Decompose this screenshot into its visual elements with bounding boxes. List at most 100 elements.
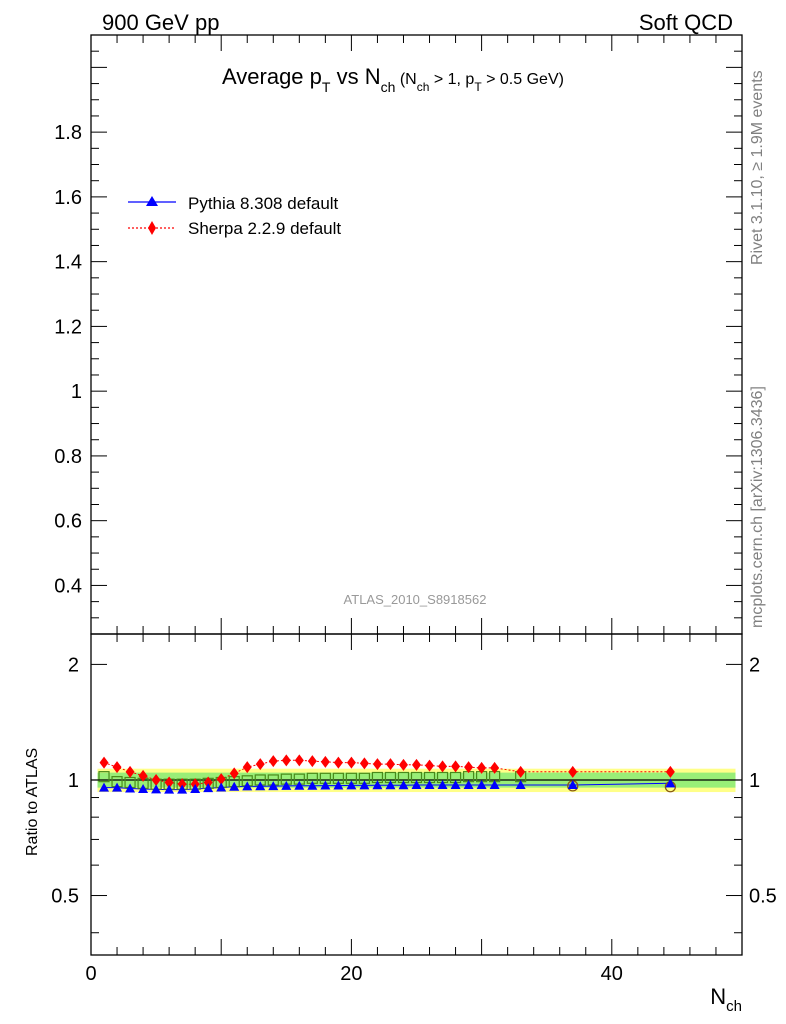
pythia-point	[112, 782, 123, 792]
pythia-point	[372, 780, 383, 790]
x-axis-title-main: N	[710, 984, 726, 1009]
pythia-point	[294, 780, 305, 790]
sherpa-point	[438, 760, 448, 773]
pythia-point	[138, 784, 149, 794]
pythia-point	[398, 780, 409, 790]
pythia-point	[489, 780, 500, 790]
pythia-point	[515, 780, 526, 790]
sherpa-point	[125, 765, 135, 778]
legend-sherpa-label: Sherpa 2.2.9 default	[188, 219, 341, 238]
ratio-data-marks	[98, 754, 677, 794]
sherpa-point	[216, 773, 226, 786]
pythia-point	[567, 780, 578, 790]
x-tick-label: 20	[340, 963, 362, 985]
y-axis-title-ratio: Ratio to ATLAS	[24, 748, 41, 856]
sherpa-point	[346, 756, 356, 769]
pythia-point	[268, 781, 279, 791]
ratio-panel-frame	[90, 633, 743, 956]
sherpa-point	[151, 773, 161, 786]
sherpa-point	[665, 765, 675, 778]
pythia-point	[333, 780, 344, 790]
pythia-point	[476, 780, 487, 790]
legend: Pythia 8.308 default Sherpa 2.2.9 defaul…	[128, 194, 341, 238]
sherpa-point	[359, 757, 369, 770]
y-tick-label: 1.6	[54, 187, 82, 209]
sherpa-point	[425, 759, 435, 772]
ratio-y-tick-label: 2	[68, 654, 79, 676]
analysis-watermark: ATLAS_2010_S8918562	[344, 592, 487, 607]
sherpa-point	[568, 765, 578, 778]
pythia-point	[242, 781, 253, 791]
pythia-point	[450, 780, 461, 790]
title-main: Average p	[222, 64, 322, 89]
sherpa-point	[490, 761, 500, 774]
pythia-point	[411, 780, 422, 790]
x-tick-label: 0	[85, 963, 96, 985]
y-tick-label: 1.2	[54, 316, 82, 338]
header-right: Soft QCD	[639, 10, 733, 35]
sherpa-point	[385, 758, 395, 771]
sherpa-point	[333, 756, 343, 769]
mcplots-credit-text: mcplots.cern.ch [arXiv:1306.3436]	[749, 386, 766, 628]
rivet-version-text: Rivet 3.1.10, ≥ 1.9M events	[749, 70, 766, 265]
sherpa-point	[177, 778, 187, 791]
pythia-point	[665, 778, 676, 788]
pythia-point	[437, 780, 448, 790]
legend-sherpa-marker	[148, 221, 156, 235]
y-tick-label: 0.4	[54, 575, 82, 597]
sherpa-point	[164, 776, 174, 789]
plot-title: Average pT vs Nch (Nch > 1, pT > 0.5 GeV…	[222, 64, 564, 95]
pythia-point	[216, 782, 227, 792]
legend-pythia-label: Pythia 8.308 default	[188, 194, 339, 213]
sherpa-point	[477, 761, 487, 774]
header-left: 900 GeV pp	[102, 10, 219, 35]
pythia-point	[229, 781, 240, 791]
pythia-point	[125, 783, 136, 793]
pythia-point	[346, 780, 357, 790]
pythia-point	[203, 783, 214, 793]
pythia-point	[164, 784, 175, 794]
pythia-point	[281, 780, 292, 790]
title-mid: vs N	[330, 64, 380, 89]
main-panel-frame	[90, 34, 743, 635]
pythia-point	[255, 781, 266, 791]
pythia-point	[307, 780, 318, 790]
sherpa-point	[138, 769, 148, 782]
pythia-point	[151, 784, 162, 794]
sherpa-point	[203, 776, 213, 789]
sherpa-point	[372, 758, 382, 771]
sherpa-point	[320, 755, 330, 768]
x-axis-title-sub: ch	[726, 998, 742, 1015]
pythia-point	[359, 780, 370, 790]
y-tick-label: 0.8	[54, 446, 82, 468]
legend-pythia-marker	[146, 196, 158, 206]
y-tick-label: 1.4	[54, 252, 82, 274]
sherpa-point	[99, 756, 109, 769]
sherpa-point	[242, 761, 252, 774]
pythia-point	[320, 780, 331, 790]
x-tick-label: 40	[601, 963, 623, 985]
sherpa-point	[307, 755, 317, 768]
sherpa-point	[412, 758, 421, 771]
main-y-tick-labels: 0.4 0.6 0.8 1 1.2 1.4 1.6 1.8	[54, 122, 82, 597]
ratio-y-tick-label-right: 2	[749, 654, 760, 676]
ratio-axis-ticks	[90, 634, 743, 955]
sherpa-point	[464, 761, 474, 774]
y-tick-label: 1	[71, 381, 82, 403]
sherpa-point	[255, 758, 265, 771]
y-tick-label: 1.8	[54, 122, 82, 144]
title-main-sub: T	[322, 79, 331, 95]
title-paren-sub1: ch	[417, 80, 430, 94]
main-axis-ticks	[90, 34, 743, 634]
pythia-point	[424, 780, 435, 790]
sherpa-point	[281, 754, 291, 767]
pythia-point	[385, 780, 396, 790]
pythia-point	[190, 784, 201, 794]
pythia-series-line	[104, 782, 671, 791]
pythia-point	[177, 784, 188, 794]
y-tick-label: 0.6	[54, 511, 82, 533]
data-point	[98, 771, 110, 783]
pythia-point	[99, 782, 110, 792]
title-mid-sub: ch	[381, 79, 396, 95]
